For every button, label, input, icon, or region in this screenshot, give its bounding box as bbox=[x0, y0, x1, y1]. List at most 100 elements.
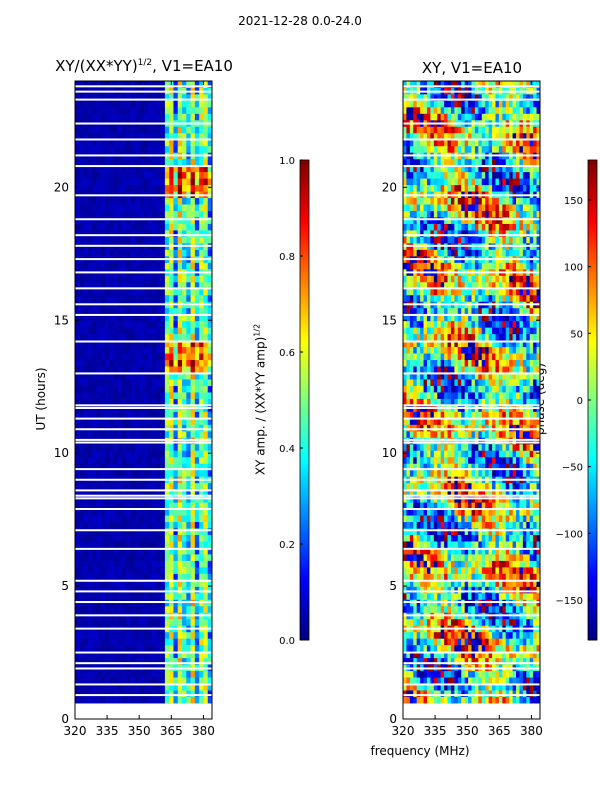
plot2-cell bbox=[430, 683, 435, 691]
plot2-cell bbox=[471, 417, 476, 425]
plot1-cell bbox=[87, 677, 93, 685]
plot1-cell bbox=[156, 392, 162, 399]
plot1-cell bbox=[79, 392, 84, 399]
plot1-cell bbox=[87, 411, 93, 419]
plot2-cell bbox=[464, 592, 469, 600]
plot2-cell bbox=[464, 424, 469, 432]
plot2-cell bbox=[533, 592, 537, 600]
plot1-title-rest: , V1=EA10 bbox=[152, 57, 233, 75]
plot1-cell bbox=[177, 340, 183, 348]
plot2-cell bbox=[430, 424, 435, 432]
plot2-cell bbox=[492, 417, 496, 425]
plot1-cell bbox=[75, 456, 80, 464]
plot1-cell bbox=[83, 489, 89, 497]
plot1-cell bbox=[92, 392, 97, 399]
plot1-cell bbox=[100, 281, 106, 289]
plot2-cell bbox=[447, 638, 452, 646]
plot1-cell bbox=[130, 618, 136, 626]
plot1-cell bbox=[173, 385, 179, 393]
plot1-cell bbox=[194, 106, 200, 114]
plot2-cell bbox=[464, 644, 469, 652]
plot2-cell bbox=[416, 411, 421, 419]
plot1-cell bbox=[87, 165, 93, 173]
plot1-cell bbox=[126, 178, 132, 186]
plot1-cell bbox=[122, 262, 127, 270]
plot2-cell bbox=[406, 541, 411, 548]
plot1-cell bbox=[100, 158, 106, 166]
plot1-cell bbox=[104, 275, 110, 283]
plot1-cell bbox=[182, 528, 187, 535]
plot2-cell bbox=[413, 651, 418, 659]
plot2-cell bbox=[420, 657, 424, 665]
plot1-cell bbox=[203, 450, 209, 458]
plot2-cell bbox=[519, 430, 524, 438]
plot1-cell bbox=[169, 132, 174, 140]
plot2-cell bbox=[468, 430, 472, 438]
plot2-cell bbox=[433, 541, 438, 548]
plot2-cell bbox=[454, 489, 459, 497]
plot1-cell bbox=[199, 333, 204, 341]
plot1-cell bbox=[207, 456, 213, 464]
plot2-cell bbox=[454, 605, 459, 613]
plot1-cell bbox=[130, 463, 136, 471]
plot1-cell bbox=[156, 288, 162, 296]
plot1-cell bbox=[199, 230, 204, 237]
plot2-cell bbox=[488, 644, 493, 652]
plot1-cell bbox=[177, 424, 183, 432]
plot1-cell bbox=[109, 696, 114, 704]
plot1-cell bbox=[173, 223, 179, 231]
plot2-cell bbox=[444, 417, 448, 425]
plot1-cell bbox=[169, 379, 174, 386]
plot2-cell bbox=[413, 592, 418, 600]
plot2-cell bbox=[502, 592, 507, 600]
plot2-cell bbox=[492, 696, 496, 704]
plot1-cell bbox=[117, 230, 123, 237]
plot1-cell bbox=[104, 547, 110, 555]
plot1-cell bbox=[152, 320, 157, 328]
plot2-cell bbox=[444, 670, 448, 678]
plot2-cell bbox=[437, 541, 442, 548]
plot1-cell bbox=[100, 521, 106, 529]
plot1-cell bbox=[177, 690, 183, 697]
plot2-cell bbox=[440, 677, 445, 685]
plot1-cell bbox=[79, 139, 84, 147]
plot1-cell bbox=[139, 353, 144, 361]
plot1-cell bbox=[79, 333, 84, 341]
plot2-cell bbox=[488, 521, 493, 529]
plot1-cell bbox=[113, 469, 119, 477]
plot2-cell bbox=[450, 502, 455, 510]
plot1-cell bbox=[79, 314, 84, 322]
plot2-cell bbox=[461, 592, 466, 600]
plot1-cell bbox=[186, 677, 191, 685]
plot2-cell bbox=[437, 456, 442, 464]
plot1-cell bbox=[79, 651, 84, 659]
plot2-cell bbox=[495, 618, 500, 626]
plot2-cell bbox=[526, 547, 531, 555]
plot1-cell bbox=[130, 165, 136, 173]
plot1-cell bbox=[109, 508, 114, 516]
plot1-cell bbox=[173, 515, 179, 523]
plot1-cell bbox=[113, 534, 119, 542]
plot1-cell bbox=[160, 81, 166, 88]
plot2-cell bbox=[437, 469, 442, 477]
plot1-cell bbox=[160, 489, 166, 497]
plot2-cell bbox=[437, 573, 442, 581]
plot1-cell bbox=[143, 288, 149, 296]
plot1-cell bbox=[173, 217, 179, 224]
plot1-cell bbox=[109, 677, 114, 685]
plot1-cell bbox=[126, 236, 132, 244]
plot1-cell bbox=[203, 456, 209, 464]
plot2-cell bbox=[474, 690, 479, 697]
plot1-cell bbox=[173, 560, 179, 568]
plot1-cell bbox=[186, 204, 191, 211]
plot2-cell bbox=[522, 417, 527, 425]
plot2-cell bbox=[454, 463, 459, 471]
plot2-cell bbox=[485, 521, 490, 529]
plot1-cell bbox=[173, 586, 179, 594]
plot1-cell bbox=[104, 171, 110, 179]
plot1-cell bbox=[109, 502, 114, 510]
plot2-cell bbox=[406, 469, 411, 477]
plot2-cell bbox=[509, 683, 514, 691]
plot1-cell bbox=[152, 644, 157, 652]
plot1-flagged-gap bbox=[75, 404, 212, 407]
